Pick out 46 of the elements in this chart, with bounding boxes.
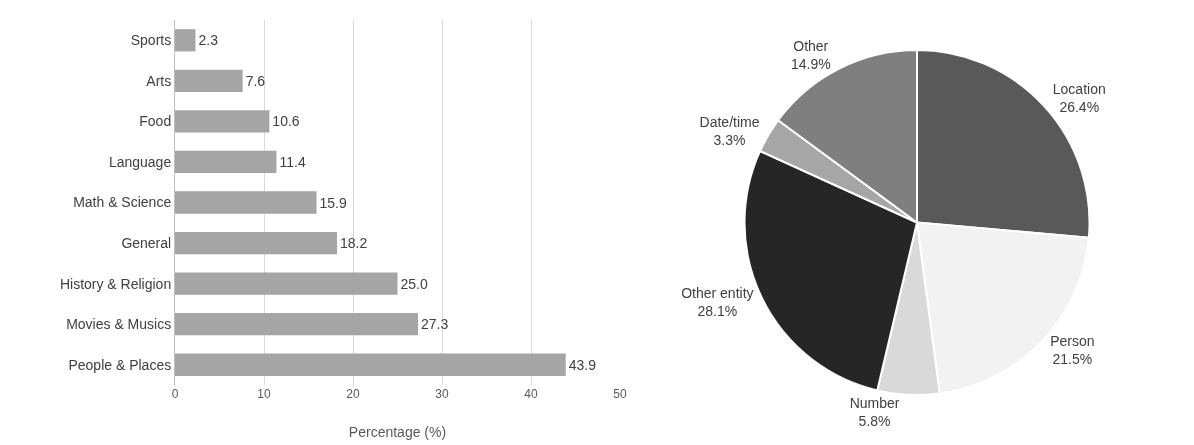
data-label: 15.9 (319, 194, 347, 211)
data-label: 18.2 (339, 235, 368, 252)
bar (175, 272, 398, 295)
x-tick-label: 10 (257, 387, 271, 401)
slice-label: Other (793, 37, 829, 54)
data-label: 28.1% (697, 302, 738, 319)
x-tick-label: 30 (435, 387, 449, 401)
x-axis-title: Percentage (%) (348, 424, 447, 440)
x-tick-label: 20 (346, 387, 360, 401)
data-label: 11.4 (279, 153, 306, 170)
bar (175, 191, 317, 214)
y-tick-label: People & Places (68, 356, 172, 373)
y-tick-label: General (121, 234, 172, 251)
bar (175, 150, 277, 174)
y-tick-label: History & Religion (59, 275, 172, 292)
data-label: 14.9% (790, 56, 831, 73)
bar (175, 69, 243, 92)
y-tick-label: Sports (130, 32, 172, 49)
data-label: 25.0 (400, 275, 428, 292)
bar (175, 231, 337, 255)
data-label: 27.3 (420, 316, 449, 333)
bar (175, 29, 196, 52)
bar (175, 110, 270, 133)
x-tick-label: 50 (613, 387, 627, 401)
slice-label: Person (1050, 332, 1095, 349)
slice-label: Number (849, 394, 900, 411)
slice-label: Date/time (699, 113, 760, 130)
data-label: 2.3 (198, 32, 219, 49)
y-tick-label: Arts (146, 72, 172, 89)
slice-label: Other entity (681, 284, 754, 301)
data-label: 43.9 (568, 356, 597, 373)
bar (175, 313, 418, 336)
y-tick-label: Language (108, 153, 172, 170)
slice-label: Location (1052, 81, 1106, 98)
data-label: 10.6 (272, 113, 300, 130)
data-label: 5.8% (858, 412, 891, 429)
data-label: 3.3% (713, 131, 746, 148)
bar (175, 353, 566, 376)
y-tick-label: Food (139, 113, 172, 130)
x-tick-label: 0 (171, 387, 179, 401)
x-tick-label: 40 (524, 387, 538, 401)
y-tick-label: Movies & Musics (66, 316, 172, 333)
data-label: 21.5% (1052, 351, 1093, 368)
data-label: 26.4% (1059, 99, 1100, 116)
data-label: 7.6 (245, 72, 266, 89)
y-tick-label: Math & Science (73, 194, 172, 211)
